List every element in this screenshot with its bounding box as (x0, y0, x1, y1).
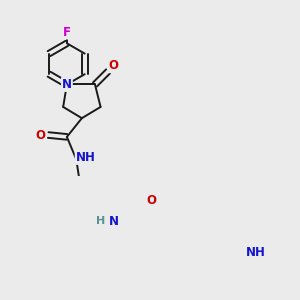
Text: F: F (63, 26, 71, 39)
Text: N: N (109, 214, 119, 228)
Text: H: H (96, 216, 105, 226)
Text: NH: NH (246, 246, 266, 260)
Text: O: O (146, 194, 156, 207)
Text: N: N (62, 78, 72, 91)
Text: O: O (36, 128, 46, 142)
Text: O: O (109, 59, 119, 72)
Text: NH: NH (76, 151, 96, 164)
